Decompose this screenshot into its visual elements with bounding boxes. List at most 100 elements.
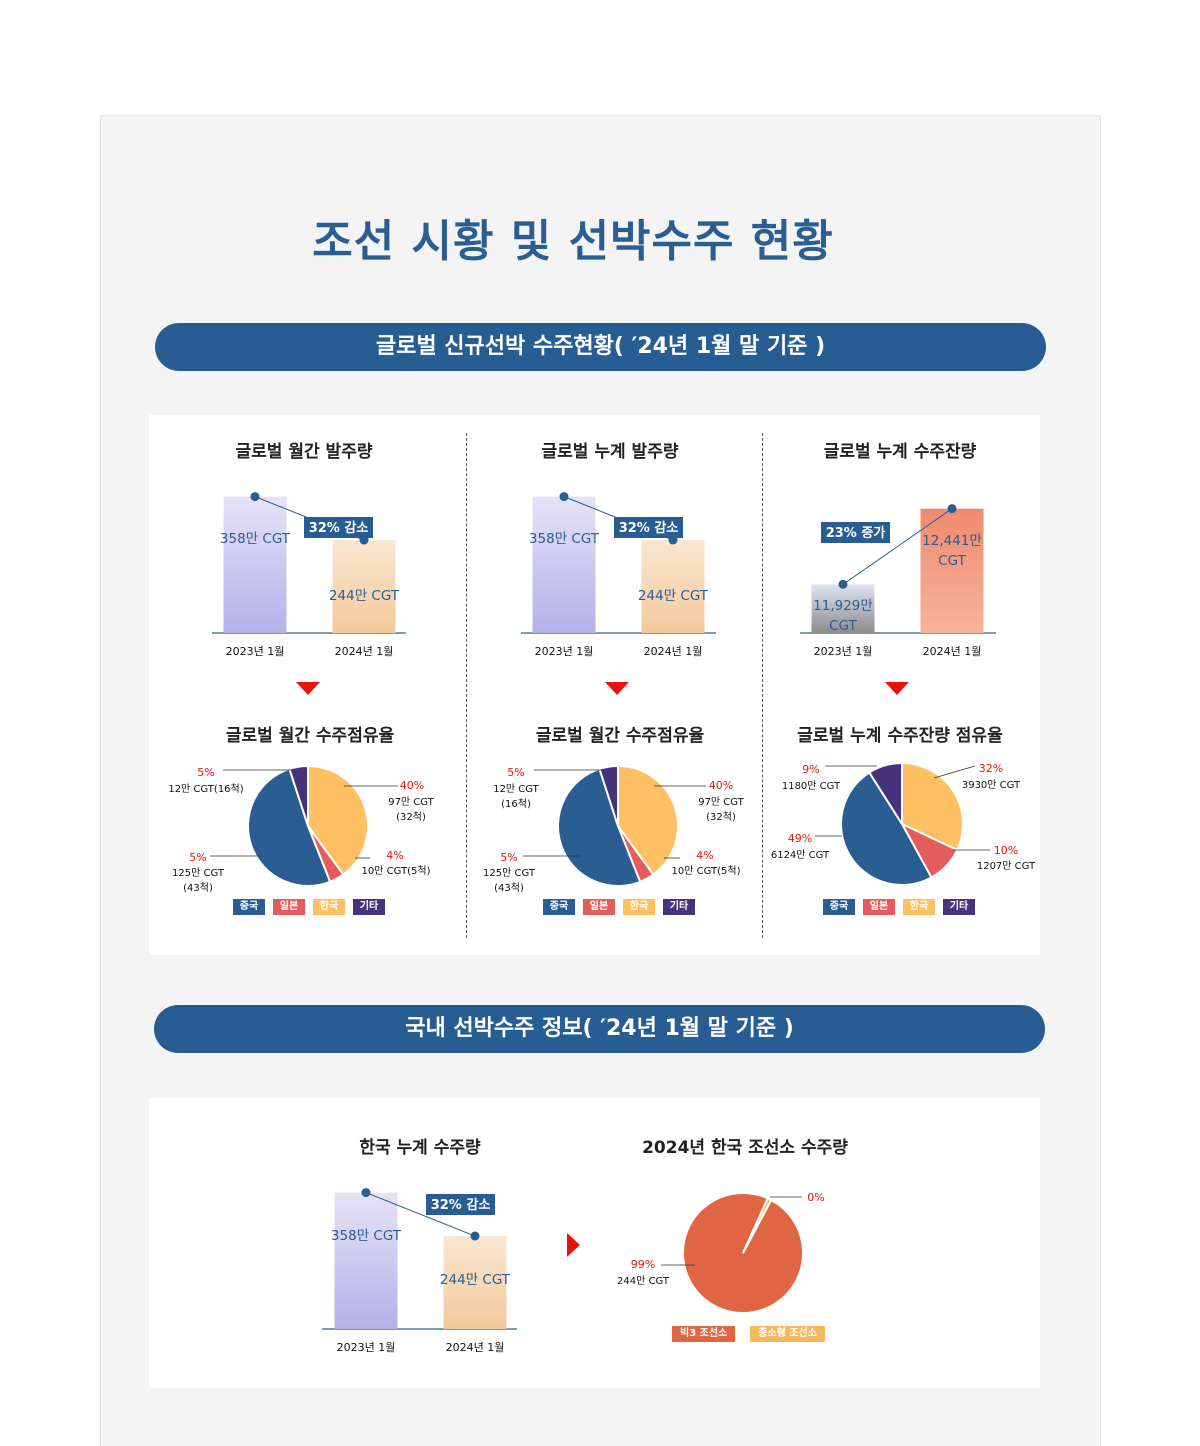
slice-detail-label: 12만 CGT <box>493 783 539 795</box>
callout-line <box>933 765 976 779</box>
bar <box>332 540 396 633</box>
slice-percent-label: 40% <box>400 779 424 792</box>
change-badge <box>304 517 373 538</box>
data-label: 244만 CGT <box>638 588 709 604</box>
bar <box>920 508 984 633</box>
data-label: 12,441만 <box>922 533 982 549</box>
column-divider <box>466 433 467 938</box>
x-tick-label: 2024년 1월 <box>446 1341 505 1354</box>
change-badge <box>821 522 890 543</box>
pie-slice <box>557 767 642 887</box>
bar <box>223 496 287 633</box>
slice-detail-label: 97만 CGT <box>698 796 744 808</box>
x-tick-label: 2023년 1월 <box>337 1341 396 1354</box>
slice-detail-label: (43척) <box>494 882 524 894</box>
pie-slice <box>867 761 903 828</box>
legend-china: 중국 <box>543 899 575 915</box>
legend-big3: 빅3 조선소 <box>672 1326 736 1342</box>
pie-slice <box>617 764 679 876</box>
arrow-down-icon <box>885 682 909 695</box>
slice-detail-label: 125만 CGT <box>172 867 225 879</box>
legend-korea: 한국 <box>903 899 935 915</box>
bar <box>443 1236 507 1329</box>
change-badge-label: 32% 감소 <box>431 1198 491 1213</box>
slice-percent-label: 99% <box>631 1258 655 1271</box>
slice-detail-label: 12만 CGT(16척) <box>168 783 243 795</box>
slice-percent-label: 4% <box>386 849 403 862</box>
chart-title: 한국 누계 수주량 <box>359 1138 481 1158</box>
slice-detail-label: 6124만 CGT <box>771 849 830 861</box>
arrow-down-icon <box>605 682 629 695</box>
slice-detail-label: 244만 CGT <box>617 1275 670 1287</box>
data-label: CGT <box>938 553 966 569</box>
pie-legend: 중국 일본 한국 기타 <box>823 899 975 915</box>
legend-korea: 한국 <box>623 899 655 915</box>
column-divider <box>762 433 763 938</box>
chart-title: 글로벌 누계 수주잔량 <box>823 442 977 462</box>
pie-slice <box>901 761 964 852</box>
legend-japan: 일본 <box>863 899 895 915</box>
pie-slice <box>598 764 619 827</box>
slice-percent-label: 9% <box>802 763 819 776</box>
pie-slice <box>840 771 933 886</box>
trend-point <box>947 504 957 514</box>
pie-legend: 빅3 조선소 중소형 조선소 <box>672 1326 825 1342</box>
pie-legend: 중국 일본 한국 기타 <box>543 899 695 915</box>
slice-detail-label: (32척) <box>396 811 426 823</box>
chart-title: 글로벌 월간 발주량 <box>235 442 373 462</box>
x-tick-label: 2024년 1월 <box>923 645 982 658</box>
trend-line <box>365 1192 476 1237</box>
data-label: 244만 CGT <box>329 588 400 604</box>
pie-legend: 중국 일본 한국 기타 <box>233 899 385 915</box>
slice-percent-label: 40% <box>709 779 733 792</box>
slice-percent-label: 49% <box>788 832 812 845</box>
section-banner-global: 글로벌 신규선박 수주현황( ′24년 1월 말 기준 ) <box>155 323 1046 371</box>
domestic-panel <box>149 1098 1040 1388</box>
change-badge <box>426 1194 495 1215</box>
legend-china: 중국 <box>823 899 855 915</box>
slice-detail-label: 97만 CGT <box>388 796 434 808</box>
bar <box>532 496 596 633</box>
legend-korea: 한국 <box>313 899 345 915</box>
bar <box>641 540 705 633</box>
slice-detail-label: 1180만 CGT <box>782 780 841 792</box>
section-banner-domestic: 국내 선박수주 정보( ′24년 1월 말 기준 ) <box>154 1005 1045 1053</box>
slice-detail-label: 3930만 CGT <box>962 779 1021 791</box>
legend-sme: 중소형 조선소 <box>750 1326 825 1342</box>
data-label: CGT <box>829 618 857 634</box>
legend-japan: 일본 <box>273 899 305 915</box>
slice-percent-label: 32% <box>979 762 1003 775</box>
arrow-down-icon <box>296 682 320 695</box>
data-label: 358만 CGT <box>529 531 600 547</box>
chart-title: 글로벌 누계 수주잔량 점유율 <box>797 726 1003 746</box>
slice-percent-label: 4% <box>696 849 713 862</box>
change-badge-label: 23% 증가 <box>826 526 886 541</box>
trend-line <box>842 508 953 585</box>
x-tick-label: 2023년 1월 <box>226 645 285 658</box>
data-label: 244만 CGT <box>440 1272 511 1288</box>
trend-point <box>838 579 848 589</box>
chart-title: 2024년 한국 조선소 수주량 <box>642 1138 848 1158</box>
data-label: 11,929만 <box>813 598 873 614</box>
slice-detail-label: 10만 CGT(5척) <box>672 865 741 877</box>
pie-slice <box>247 767 332 887</box>
slice-percent-label: 0% <box>807 1191 824 1204</box>
slice-detail-label: 1207만 CGT <box>977 860 1036 872</box>
slice-percent-label: 5% <box>507 766 524 779</box>
change-badge-label: 32% 감소 <box>309 521 369 536</box>
change-badge-label: 32% 감소 <box>619 521 679 536</box>
slice-detail-label: (32척) <box>706 811 736 823</box>
pie-slice <box>288 764 309 827</box>
x-tick-label: 2024년 1월 <box>644 645 703 658</box>
slice-detail-label: (16척) <box>501 798 531 810</box>
slice-percent-label: 5% <box>500 851 517 864</box>
chart-title: 글로벌 누계 발주량 <box>541 442 679 462</box>
arrow-right-icon <box>567 1233 580 1257</box>
legend-japan: 일본 <box>583 899 615 915</box>
pie-slice <box>307 764 369 876</box>
trend-point <box>361 1188 371 1198</box>
trend-point <box>470 1231 480 1241</box>
chart-title: 글로벌 월간 수주점유율 <box>225 726 395 746</box>
legend-other: 기타 <box>943 899 975 915</box>
